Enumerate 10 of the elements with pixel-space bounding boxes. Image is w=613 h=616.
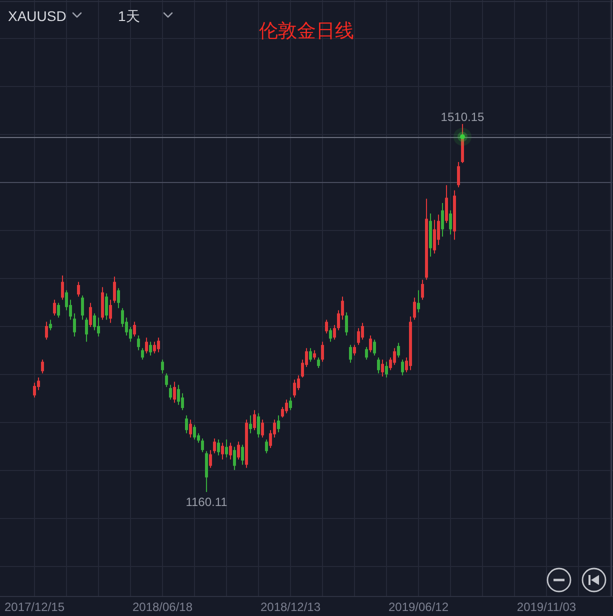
x-tick-label: 2019/06/12 xyxy=(388,600,449,614)
text: 1天 xyxy=(118,8,140,24)
x-tick-label: 2017/12/15 xyxy=(4,600,65,614)
annotation: 1160.11 xyxy=(186,495,228,509)
x-tick-label: 2018/12/13 xyxy=(260,600,321,614)
annotation: 1510.15 xyxy=(440,110,485,124)
chart-title: 伦敦金日线 xyxy=(259,21,354,42)
x-tick-label: 2018/06/18 xyxy=(132,600,193,614)
x-tick-label: 2019/11/03 xyxy=(516,600,576,614)
text: XAUUSD xyxy=(8,8,66,24)
